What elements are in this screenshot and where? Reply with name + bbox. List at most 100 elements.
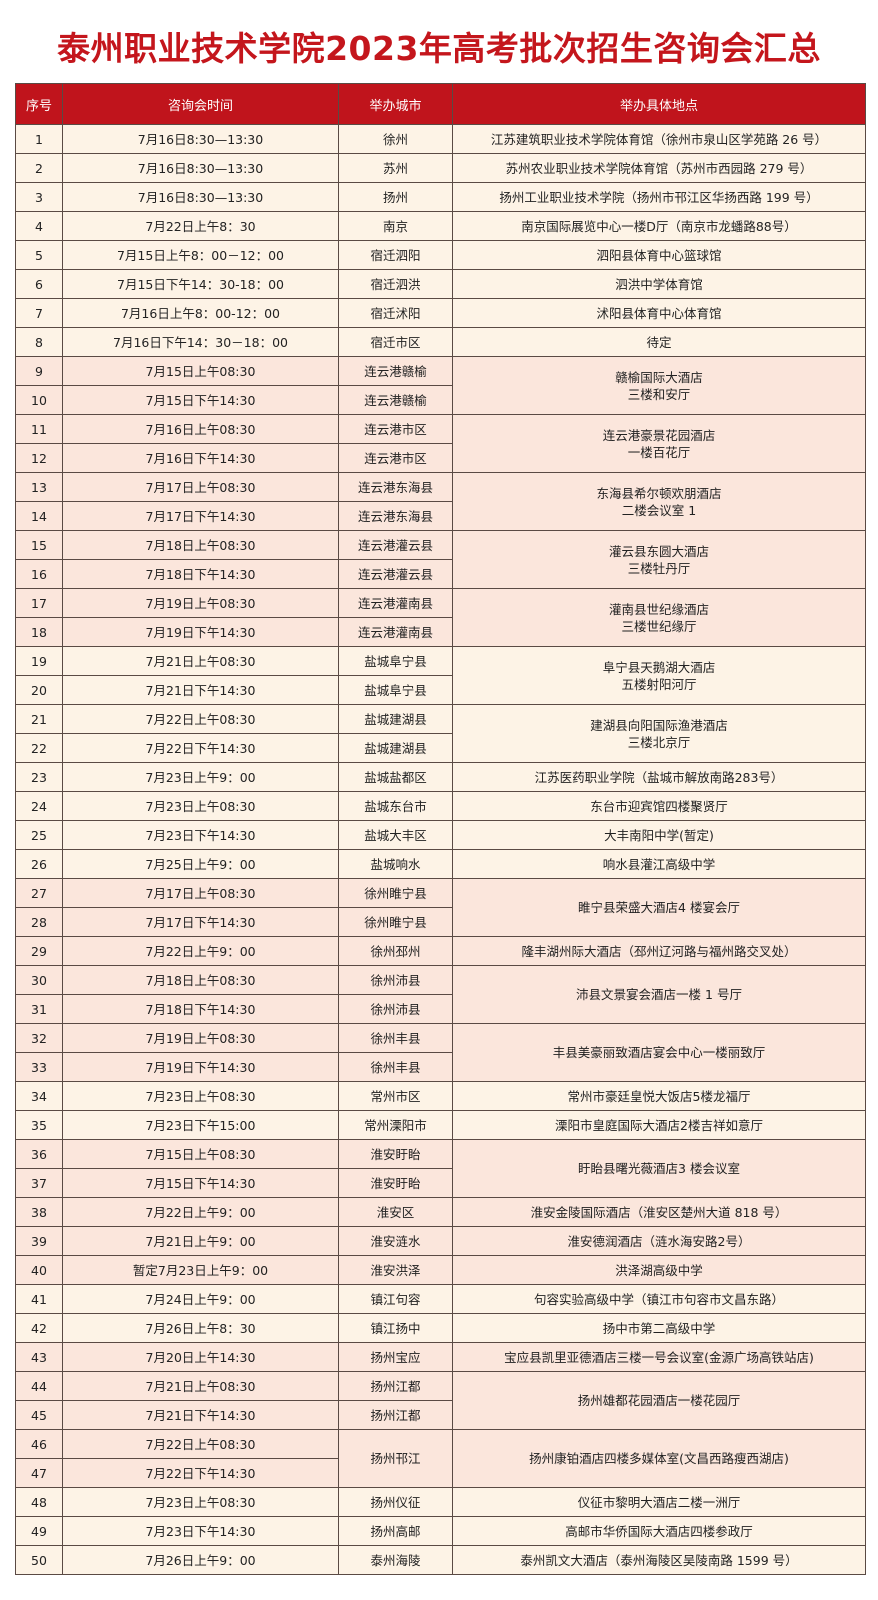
table-row: 30 7月18日上午08:30 徐州沛县 沛县文景宴会酒店一楼 1 号厅 — [15, 965, 866, 1024]
cell-city: 常州市区 — [338, 1081, 453, 1111]
cell-city: 连云港赣榆 — [338, 356, 453, 386]
cell-venue: 连云港豪景花园酒店 一楼百花厅 — [452, 414, 866, 473]
table-row: 18 7月19日下午14:30 连云港灌南县 — [15, 617, 866, 647]
venue-line: 三楼北京厅 — [627, 734, 691, 750]
table-row: 50 7月26日上午9：00 泰州海陵 泰州凯文大酒店（泰州海陵区吴陵南路 1599 … — [15, 1545, 866, 1575]
cell-time: 7月15日下午14:30 — [62, 385, 339, 415]
table-row: 2 7月16日8:30—13:30 苏州 苏州农业职业技术学院体育馆（苏州市西园路 2… — [15, 153, 866, 183]
cell-index: 50 — [15, 1545, 63, 1575]
cell-index: 48 — [15, 1487, 63, 1517]
cell-time: 7月22日下午14:30 — [62, 1458, 339, 1488]
table-row: 4 7月22日上午8：30 南京 南京国际展览中心一楼D厅（南京市龙蟠路88号） — [15, 211, 866, 241]
table-row: 24 7月23日上午08:30 盐城东台市 东台市迎宾馆四楼聚贤厅 — [15, 791, 866, 821]
table-row: 42 7月26日上午8：30 镇江扬中 扬中市第二高级中学 — [15, 1313, 866, 1343]
cell-time: 7月17日下午14:30 — [62, 907, 339, 937]
cell-index: 20 — [15, 675, 63, 705]
cell-time: 7月15日下午14：30-18：00 — [62, 269, 339, 299]
cell-venue: 灌南县世纪缘酒店 三楼世纪缘厅 — [452, 588, 866, 647]
table-row: 8 7月16日下午14：30－18：00 宿迁市区 待定 — [15, 327, 866, 357]
cell-venue: 高邮市华侨国际大酒店四楼参政厅 — [452, 1516, 866, 1546]
cell-city: 徐州睢宁县 — [338, 878, 453, 908]
table-row: 41 7月24日上午9：00 镇江句容 句容实验高级中学（镇江市句容市文昌东路） — [15, 1284, 866, 1314]
cell-city: 徐州沛县 — [338, 994, 453, 1024]
cell-time: 7月22日上午9：00 — [62, 1197, 339, 1227]
cell-city: 泰州海陵 — [338, 1545, 453, 1575]
cell-index: 35 — [15, 1110, 63, 1140]
cell-time: 7月24日上午9：00 — [62, 1284, 339, 1314]
cell-city: 连云港灌云县 — [338, 530, 453, 560]
cell-city: 常州溧阳市 — [338, 1110, 453, 1140]
cell-index: 34 — [15, 1081, 63, 1111]
cell-time: 7月19日下午14:30 — [62, 617, 339, 647]
table-row: 32 7月19日上午08:30 徐州丰县 丰县美豪丽致酒店宴会中心一楼丽致厅 — [15, 1023, 866, 1082]
cell-index: 33 — [15, 1052, 63, 1082]
venue-line: 灌南县世纪缘酒店 — [608, 601, 709, 617]
table-row: 39 7月21日上午9：00 淮安涟水 淮安德润酒店（涟水海安路2号） — [15, 1226, 866, 1256]
table-row: 40 暂定7月23日上午9：00 淮安洪泽 洪泽湖高级中学 — [15, 1255, 866, 1285]
cell-city: 扬州宝应 — [338, 1342, 453, 1372]
cell-time: 7月22日下午14:30 — [62, 733, 339, 763]
cell-index: 3 — [15, 182, 63, 212]
cell-time: 7月19日上午08:30 — [62, 1023, 339, 1053]
cell-city: 徐州 — [338, 124, 453, 154]
cell-city: 淮安盱眙 — [338, 1168, 453, 1198]
cell-city: 淮安涟水 — [338, 1226, 453, 1256]
cell-venue: 仪征市黎明大酒店二楼一洲厅 — [452, 1487, 866, 1517]
cell-venue: 睢宁县荣盛大酒店4 楼宴会厅 — [452, 878, 866, 937]
cell-city: 徐州丰县 — [338, 1023, 453, 1053]
venue-line: 一楼百花厅 — [627, 444, 691, 460]
cell-time: 7月15日上午08:30 — [62, 356, 339, 386]
cell-city: 连云港赣榆 — [338, 385, 453, 415]
cell-index: 21 — [15, 704, 63, 734]
cell-index: 5 — [15, 240, 63, 270]
cell-venue: 淮安金陵国际酒店（淮安区楚州大道 818 号） — [452, 1197, 866, 1227]
cell-venue: 东台市迎宾馆四楼聚贤厅 — [452, 791, 866, 821]
table-row: 37 7月15日下午14:30 淮安盱眙 — [15, 1168, 866, 1198]
cell-time: 7月22日上午08:30 — [62, 704, 339, 734]
cell-city: 宿迁泗阳 — [338, 240, 453, 270]
cell-venue: 大丰南阳中学(暂定) — [452, 820, 866, 850]
cell-time: 7月23日上午08:30 — [62, 1487, 339, 1517]
cell-index: 19 — [15, 646, 63, 676]
cell-time: 7月18日上午08:30 — [62, 530, 339, 560]
cell-index: 10 — [15, 385, 63, 415]
cell-index: 39 — [15, 1226, 63, 1256]
cell-city: 连云港东海县 — [338, 472, 453, 502]
table-row: 1 7月16日8:30—13:30 徐州 江苏建筑职业技术学院体育馆（徐州市泉山区学苑… — [15, 124, 866, 154]
venue-line: 建湖县向阳国际渔港酒店 — [590, 717, 728, 733]
table-row: 5 7月15日上午8：00－12：00 宿迁泗阳 泗阳县体育中心篮球馆 — [15, 240, 866, 270]
table-row: 12 7月16日下午14:30 连云港市区 — [15, 443, 866, 473]
cell-index: 11 — [15, 414, 63, 444]
cell-venue: 扬州雄都花园酒店一楼花园厅 — [452, 1371, 866, 1430]
cell-city: 连云港灌云县 — [338, 559, 453, 589]
cell-city: 连云港市区 — [338, 414, 453, 444]
cell-index: 8 — [15, 327, 63, 357]
cell-venue: 待定 — [452, 327, 866, 357]
table-row: 29 7月22日上午9：00 徐州邳州 隆丰湖州际大酒店（邳州辽河路与福州路交叉处） — [15, 936, 866, 966]
cell-time: 7月22日上午08:30 — [62, 1429, 339, 1459]
table-row: 11 7月16日上午08:30 连云港市区 连云港豪景花园酒店 一楼百花厅 — [15, 414, 866, 473]
table-header-row: 序号 咨询会时间 举办城市 举办具体地点 — [15, 83, 866, 125]
table-row: 25 7月23日下午14:30 盐城大丰区 大丰南阳中学(暂定) — [15, 820, 866, 850]
table-row: 10 7月15日下午14:30 连云港赣榆 — [15, 385, 866, 415]
cell-time: 7月23日上午08:30 — [62, 1081, 339, 1111]
cell-index: 14 — [15, 501, 63, 531]
cell-time: 7月21日上午08:30 — [62, 646, 339, 676]
table-row: 34 7月23日上午08:30 常州市区 常州市豪廷皇悦大饭店5楼龙福厅 — [15, 1081, 866, 1111]
table-row: 17 7月19日上午08:30 连云港灌南县 灌南县世纪缘酒店 三楼世纪缘厅 — [15, 588, 866, 647]
cell-index: 38 — [15, 1197, 63, 1227]
table-row: 44 7月21日上午08:30 扬州江都 扬州雄都花园酒店一楼花园厅 — [15, 1371, 866, 1430]
cell-city: 连云港灌南县 — [338, 588, 453, 618]
cell-city: 扬州江都 — [338, 1371, 453, 1401]
header-venue: 举办具体地点 — [452, 83, 866, 125]
cell-city: 宿迁市区 — [338, 327, 453, 357]
cell-time: 7月17日上午08:30 — [62, 472, 339, 502]
cell-time: 7月23日下午15:00 — [62, 1110, 339, 1140]
table-row: 19 7月21日上午08:30 盐城阜宁县 阜宁县天鹅湖大酒店 五楼射阳河厅 — [15, 646, 866, 705]
table-row: 33 7月19日下午14:30 徐州丰县 — [15, 1052, 866, 1082]
cell-time: 7月26日上午9：00 — [62, 1545, 339, 1575]
table-body: 1 7月16日8:30—13:30 徐州 江苏建筑职业技术学院体育馆（徐州市泉山区学苑… — [15, 124, 866, 1575]
cell-venue: 江苏建筑职业技术学院体育馆（徐州市泉山区学苑路 26 号） — [452, 124, 866, 154]
header-index: 序号 — [15, 83, 63, 125]
cell-time: 7月26日上午8：30 — [62, 1313, 339, 1343]
